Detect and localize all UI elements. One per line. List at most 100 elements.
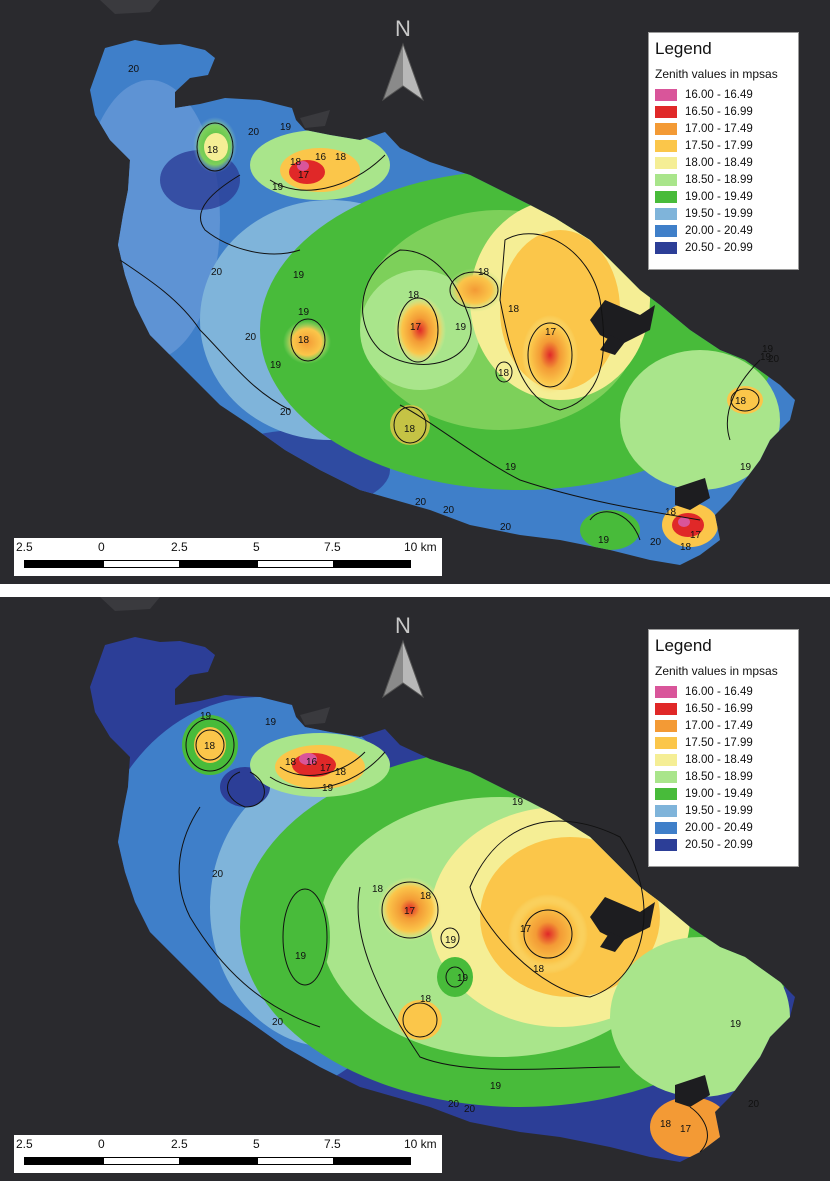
legend-item-label: 20.00 - 20.49: [685, 224, 753, 237]
contour-lines: [178, 718, 708, 1153]
contour-label: 16: [315, 152, 327, 163]
legend-swatch: [655, 753, 677, 766]
legend-item: 18.50 - 18.99: [655, 768, 792, 785]
contour-label: 20: [768, 354, 780, 365]
scale-segment: [180, 560, 257, 568]
legend-item: 20.00 - 20.49: [655, 222, 792, 239]
legend-swatch: [655, 122, 677, 135]
scale-tick-label: 7.5: [324, 1137, 341, 1151]
legend-swatch: [655, 685, 677, 698]
legend-item: 19.50 - 19.99: [655, 205, 792, 222]
legend-item-label: 20.50 - 20.99: [685, 838, 753, 851]
contour-label: 18: [498, 368, 510, 379]
contour-label: 18: [408, 290, 420, 301]
contour-label: 19: [272, 182, 284, 193]
contour-label: 20: [128, 64, 140, 75]
legend-swatch: [655, 719, 677, 732]
legend-swatch: [655, 139, 677, 152]
legend-item: 17.50 - 17.99: [655, 734, 792, 751]
scale-tick-label: 2.5: [171, 540, 188, 554]
contour-label: 19: [505, 462, 517, 473]
legend-item: 19.00 - 19.49: [655, 188, 792, 205]
scale-tick-label: 10 km: [404, 540, 437, 554]
contour-label: 19: [490, 1081, 502, 1092]
scale-tick-label: 2.5: [171, 1137, 188, 1151]
legend-swatch: [655, 224, 677, 237]
legend-item-label: 16.00 - 16.49: [685, 685, 753, 698]
legend-item: 17.00 - 17.49: [655, 120, 792, 137]
scale-tick-label: 7.5: [324, 540, 341, 554]
legend-item: 20.50 - 20.99: [655, 239, 792, 256]
contour-label: 19: [760, 352, 772, 363]
harbour-inlet: [675, 1075, 710, 1107]
legend-swatch: [655, 702, 677, 715]
contour-label: 20: [248, 127, 260, 138]
contour-label: 18: [404, 424, 416, 435]
contour-label: 20: [211, 267, 223, 278]
neighbor-island: [300, 707, 330, 725]
scale-tick-label: 2.5: [16, 540, 33, 554]
legend-item-label: 19.50 - 19.99: [685, 804, 753, 817]
legend-item-label: 17.00 - 17.49: [685, 122, 753, 135]
legend-item-label: 17.00 - 17.49: [685, 719, 753, 732]
legend-item: 18.00 - 18.49: [655, 154, 792, 171]
contour-label: 19: [322, 783, 334, 794]
contour-label: 20: [443, 505, 455, 516]
contour-label: 19: [455, 322, 467, 333]
contour-label: 18: [285, 757, 297, 768]
contour-label: 19: [730, 1019, 742, 1030]
legend-item: 16.50 - 16.99: [655, 103, 792, 120]
harbour-inlet: [590, 897, 655, 942]
scale-tick-label: 2.5: [16, 1137, 33, 1151]
contour-label: 18: [478, 267, 490, 278]
contour-label: 20: [280, 407, 292, 418]
legend-item-label: 20.00 - 20.49: [685, 821, 753, 834]
legend-item-label: 18.00 - 18.49: [685, 753, 753, 766]
contour-label: 20: [650, 537, 662, 548]
harbour-inlet: [600, 335, 625, 355]
scale-tick-label: 5: [253, 540, 260, 554]
contour-label: 18: [508, 304, 520, 315]
contour-label: 19: [270, 360, 282, 371]
contour-label: 19: [762, 344, 774, 355]
legend-swatch: [655, 838, 677, 851]
contour-label: 18: [335, 152, 347, 163]
scale-segment: [257, 560, 334, 568]
legend-swatch: [655, 105, 677, 118]
neighbor-island: [300, 110, 330, 128]
legend-item-label: 16.50 - 16.99: [685, 702, 753, 715]
legend-swatch: [655, 88, 677, 101]
legend-item-label: 19.50 - 19.99: [685, 207, 753, 220]
legend-subtitle: Zenith values in mpsas: [655, 67, 778, 81]
contour-label: 20: [212, 869, 224, 880]
contour-lines: [119, 122, 761, 541]
legend-item-label: 17.50 - 17.99: [685, 139, 753, 152]
north-arrow-icon: N: [382, 16, 424, 102]
contour-label: 19: [200, 711, 212, 722]
legend-item-label: 17.50 - 17.99: [685, 736, 753, 749]
legend-item: 17.50 - 17.99: [655, 137, 792, 154]
contour-label: 17: [545, 327, 557, 338]
contour-label-group: 20 20 19 18 18 17 16 18 19 19 18 19 18 2…: [128, 64, 780, 553]
scale-segment: [334, 1157, 411, 1165]
heatmap-layer: [90, 637, 795, 1162]
legend-item: 16.00 - 16.49: [655, 86, 792, 103]
contour-label: 19: [445, 935, 457, 946]
contour-label: 16: [306, 757, 318, 768]
north-label: N: [395, 613, 411, 638]
contour-label: 17: [680, 1124, 692, 1135]
legend-swatch: [655, 736, 677, 749]
legend-swatch: [655, 190, 677, 203]
map-panel-top: 20 20 19 18 18 17 16 18 19 19 18 19 18 2…: [0, 0, 830, 584]
contour-label: 19: [740, 462, 752, 473]
contour-label: 17: [404, 906, 416, 917]
legend: Legend Zenith values in mpsas 16.00 - 16…: [648, 32, 799, 270]
legend-swatch: [655, 156, 677, 169]
legend-item: 20.00 - 20.49: [655, 819, 792, 836]
contour-label: 19: [280, 122, 292, 133]
legend-swatch: [655, 804, 677, 817]
scale-segment: [334, 560, 411, 568]
legend-swatch: [655, 787, 677, 800]
scale-segment: [24, 560, 103, 568]
north-arrow-icon: N: [382, 613, 424, 699]
